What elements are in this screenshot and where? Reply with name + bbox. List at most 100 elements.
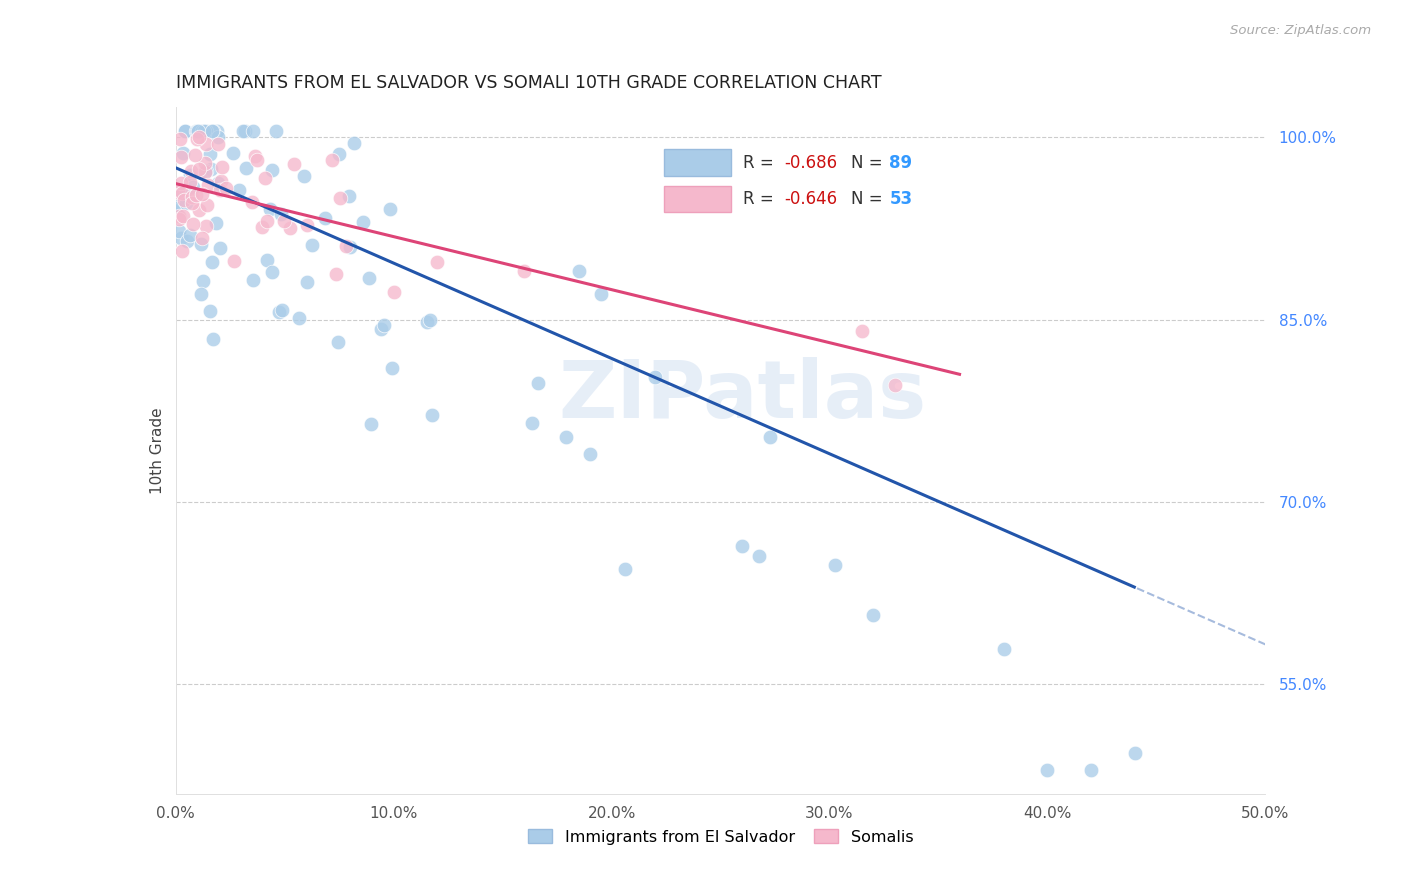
Point: [328, 147, 350, 161]
Point: [179, 168, 201, 182]
Point: [167, 185, 190, 199]
Point: [242, 194, 264, 209]
Point: [264, 124, 287, 138]
Point: [262, 265, 284, 279]
Point: [200, 162, 222, 177]
Point: [190, 124, 212, 138]
Bar: [664, 186, 731, 212]
Point: [179, 227, 201, 242]
Point: [254, 170, 277, 185]
Point: [343, 136, 366, 150]
Point: [644, 370, 666, 384]
Point: [205, 216, 228, 230]
Point: [329, 191, 352, 205]
Point: [256, 252, 278, 267]
Point: [242, 124, 264, 138]
Point: [209, 174, 232, 188]
Point: [167, 209, 190, 223]
Point: [228, 183, 250, 197]
Point: [215, 181, 238, 195]
Bar: [664, 149, 731, 176]
Point: [1036, 763, 1059, 777]
Point: [352, 214, 374, 228]
Point: [232, 124, 254, 138]
Text: N =: N =: [851, 190, 889, 208]
Point: [314, 211, 336, 225]
Point: [181, 196, 204, 211]
Point: [851, 324, 873, 338]
Point: [321, 153, 343, 167]
Point: [195, 164, 218, 178]
Point: [250, 219, 273, 234]
Point: [190, 236, 212, 251]
Point: [169, 131, 191, 145]
Point: [862, 608, 884, 623]
Point: [579, 448, 602, 462]
Point: [173, 124, 195, 138]
Point: [1080, 763, 1102, 777]
Point: [378, 202, 401, 216]
Point: [172, 145, 194, 160]
Point: [186, 124, 208, 138]
Point: [824, 558, 846, 573]
Text: IMMIGRANTS FROM EL SALVADOR VS SOMALI 10TH GRADE CORRELATION CHART: IMMIGRANTS FROM EL SALVADOR VS SOMALI 10…: [176, 74, 882, 92]
Point: [370, 322, 392, 336]
Point: [198, 147, 221, 161]
Point: [190, 230, 212, 244]
Point: [194, 156, 217, 170]
Point: [165, 184, 187, 198]
Point: [222, 145, 245, 160]
Point: [165, 202, 187, 217]
Point: [1123, 747, 1146, 761]
Point: [527, 376, 550, 390]
Point: [335, 239, 357, 253]
Point: [207, 130, 229, 145]
Point: [170, 244, 193, 259]
Point: [278, 221, 301, 235]
Point: [194, 164, 217, 178]
Point: [201, 255, 224, 269]
Point: [420, 408, 443, 422]
Point: [360, 417, 382, 431]
Point: [270, 207, 292, 221]
Point: [173, 124, 195, 138]
Point: [167, 212, 190, 227]
Point: [201, 332, 224, 346]
Point: [198, 304, 221, 318]
Text: R =: R =: [744, 153, 779, 171]
Point: [357, 271, 380, 285]
Point: [188, 203, 211, 218]
Point: [555, 430, 578, 444]
Y-axis label: 10th Grade: 10th Grade: [149, 407, 165, 494]
Point: [173, 193, 195, 207]
Point: [191, 187, 214, 202]
Text: -0.686: -0.686: [785, 153, 837, 171]
Point: [426, 254, 449, 268]
Point: [195, 219, 218, 233]
Point: [207, 137, 229, 152]
Point: [184, 188, 207, 202]
Point: [568, 264, 591, 278]
Point: [381, 360, 404, 375]
Point: [613, 561, 636, 575]
Point: [993, 642, 1015, 657]
Point: [165, 201, 187, 215]
Point: [328, 334, 350, 349]
Text: -0.646: -0.646: [785, 190, 837, 208]
Point: [233, 124, 256, 138]
Point: [170, 231, 193, 245]
Point: [382, 285, 405, 299]
Point: [208, 183, 231, 197]
Point: [513, 264, 536, 278]
Point: [759, 429, 782, 443]
Point: [589, 286, 612, 301]
Point: [325, 267, 347, 281]
Point: [748, 549, 770, 564]
Text: Source: ZipAtlas.com: Source: ZipAtlas.com: [1230, 24, 1371, 37]
Point: [283, 157, 305, 171]
Point: [419, 312, 441, 326]
Point: [176, 234, 198, 248]
Point: [179, 175, 201, 189]
Point: [190, 287, 212, 301]
Point: [205, 124, 228, 138]
